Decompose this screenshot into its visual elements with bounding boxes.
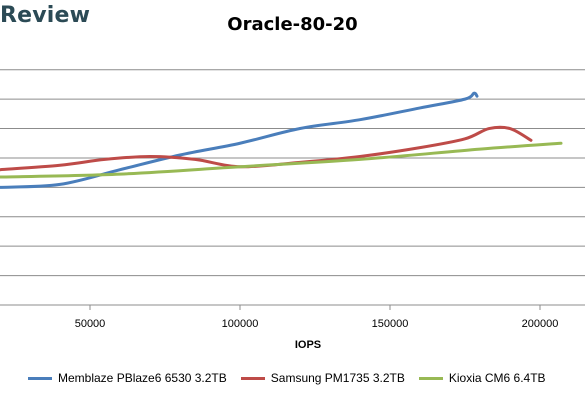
chart-title: Oracle-80-20 bbox=[227, 14, 358, 35]
chart-legend: Memblaze PBlaze6 6530 3.2TB Samsung PM173… bbox=[28, 371, 560, 385]
x-tick-label: 50000 bbox=[75, 318, 106, 330]
x-tick-label: 150000 bbox=[372, 318, 409, 330]
legend-item: Memblaze PBlaze6 6530 3.2TB bbox=[28, 371, 227, 385]
x-axis-label: IOPS bbox=[295, 339, 321, 351]
legend-item: Kioxia CM6 6.4TB bbox=[418, 371, 546, 385]
series-line bbox=[0, 141, 563, 179]
series-lines bbox=[0, 91, 563, 189]
series-line bbox=[0, 91, 479, 189]
legend-label: Kioxia CM6 6.4TB bbox=[448, 371, 546, 385]
legend-item: Samsung PM1735 3.2TB bbox=[240, 371, 405, 385]
tick-labels: 50000 100000 150000 200000 bbox=[75, 318, 559, 330]
legend-swatch bbox=[240, 376, 265, 380]
legend-swatch bbox=[418, 376, 443, 380]
x-tick-label: 100000 bbox=[222, 318, 259, 330]
series-line bbox=[0, 125, 533, 172]
brand-logo-text: Review bbox=[0, 3, 91, 28]
legend-label: Samsung PM1735 3.2TB bbox=[270, 371, 405, 385]
legend-swatch bbox=[28, 376, 52, 380]
gridlines bbox=[0, 69, 585, 277]
x-tick-label: 200000 bbox=[522, 318, 559, 330]
legend-label: Memblaze PBlaze6 6530 3.2TB bbox=[58, 371, 227, 385]
axes bbox=[0, 304, 585, 310]
